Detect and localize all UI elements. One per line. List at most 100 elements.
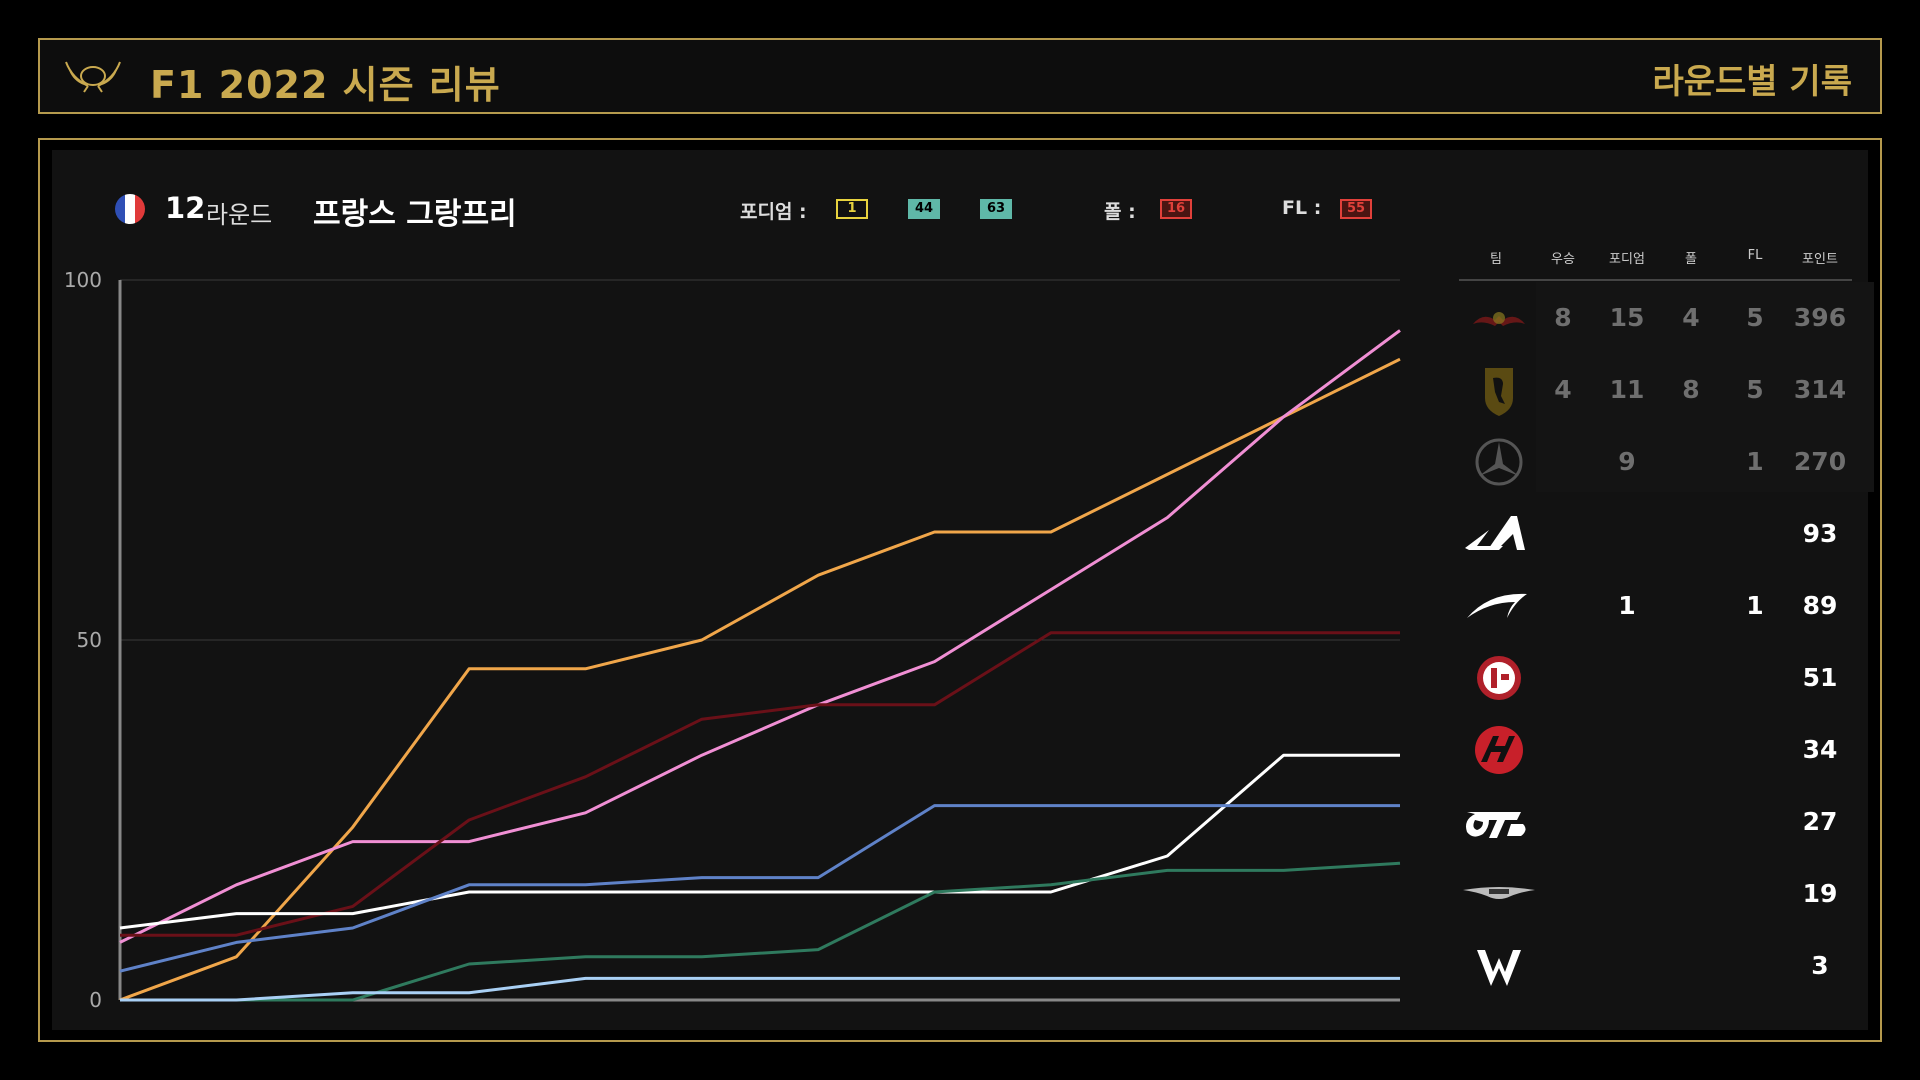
table-header-rule xyxy=(1459,279,1852,281)
cell-fl xyxy=(1725,498,1785,570)
cell-wins xyxy=(1533,930,1593,1002)
cell-podiums xyxy=(1597,498,1657,570)
fl-label: FL : xyxy=(1282,197,1322,219)
alpine-logo-icon xyxy=(1459,506,1537,562)
cell-poles xyxy=(1661,786,1721,858)
header-bar: F1 2022 시즌 리뷰 라운드별 기록 xyxy=(38,38,1882,114)
cell-fl: 1 xyxy=(1746,447,1764,476)
col-header-wins: 우승 xyxy=(1551,252,1575,267)
round-number: 12 xyxy=(165,191,206,225)
series-line-alfa-romeo xyxy=(120,631,1400,937)
cell-points: 51 xyxy=(1802,663,1838,692)
cell-points: 27 xyxy=(1802,807,1838,836)
table-row: 4 11 8 5 314 xyxy=(1459,354,1852,426)
series-line-williams xyxy=(120,976,1400,1002)
series-line-alpine xyxy=(119,357,1401,1002)
series-line-mclaren xyxy=(119,329,1401,944)
williams-logo-icon xyxy=(1459,938,1537,994)
cell-poles xyxy=(1661,714,1721,786)
cell-fl xyxy=(1725,642,1785,714)
red-bull-logo-icon xyxy=(1459,290,1537,346)
cell-points: 34 xyxy=(1802,735,1838,764)
pole-label: 폴 : xyxy=(1104,201,1136,223)
cell-points: 93 xyxy=(1802,519,1838,548)
france-flag-icon xyxy=(115,194,145,224)
pole-badge: 16 xyxy=(1160,199,1192,219)
cell-wins xyxy=(1533,714,1593,786)
cell-podiums xyxy=(1597,858,1657,930)
cell-poles xyxy=(1661,930,1721,1002)
cell-fl xyxy=(1725,858,1785,930)
cell-fl: 5 xyxy=(1746,303,1764,332)
table-row: 1 1 89 xyxy=(1459,570,1852,642)
col-header-team: 팀 xyxy=(1490,252,1502,267)
alphatauri-logo-icon xyxy=(1459,794,1537,850)
series-line-haas xyxy=(119,753,1400,930)
cell-poles xyxy=(1661,858,1721,930)
cell-points: 89 xyxy=(1802,591,1838,620)
cell-podiums: 11 xyxy=(1609,375,1645,404)
y-tick-label: 50 xyxy=(77,628,102,652)
series-line-alphatauri xyxy=(119,804,1400,973)
cell-wins xyxy=(1533,642,1593,714)
cell-podiums xyxy=(1597,642,1657,714)
table-row: 93 xyxy=(1459,498,1852,570)
cell-points: 19 xyxy=(1802,879,1838,908)
cell-podiums: 15 xyxy=(1609,303,1645,332)
cell-poles xyxy=(1661,642,1721,714)
cell-podiums: 1 xyxy=(1618,591,1636,620)
mercedes-logo-icon xyxy=(1459,434,1537,490)
cell-podiums xyxy=(1597,714,1657,786)
ferrari-logo-icon xyxy=(1459,362,1537,418)
y-tick-label: 0 xyxy=(89,988,102,1012)
col-header-points: 포인트 xyxy=(1802,252,1838,267)
round-label: 라운드 xyxy=(206,201,273,229)
cell-poles xyxy=(1661,570,1721,642)
cell-points: 396 xyxy=(1793,303,1847,332)
cell-wins: 8 xyxy=(1554,303,1572,332)
fl-badge: 55 xyxy=(1340,199,1372,219)
cell-wins xyxy=(1533,786,1593,858)
cell-podiums xyxy=(1597,930,1657,1002)
table-row: 34 xyxy=(1459,714,1852,786)
table-row: 51 xyxy=(1459,642,1852,714)
col-header-poles: 폴 xyxy=(1685,252,1697,267)
cell-wins xyxy=(1533,426,1593,498)
cell-poles: 8 xyxy=(1682,375,1700,404)
y-tick-label: 100 xyxy=(64,268,102,292)
cell-fl: 1 xyxy=(1746,591,1764,620)
podium-badge-2: 44 xyxy=(908,199,940,219)
cell-wins xyxy=(1533,858,1593,930)
col-header-fl: FL xyxy=(1747,248,1763,263)
race-name: 프랑스 그랑프리 xyxy=(313,197,517,232)
cell-poles xyxy=(1661,426,1721,498)
haas-logo-icon xyxy=(1459,722,1537,778)
cell-points: 314 xyxy=(1793,375,1847,404)
cell-poles xyxy=(1661,498,1721,570)
page-title: F1 2022 시즌 리뷰 xyxy=(150,63,501,107)
top-teams-shade xyxy=(1536,282,1874,492)
table-row: 27 xyxy=(1459,786,1852,858)
table-row: 8 15 4 5 396 xyxy=(1459,282,1852,354)
cell-podiums xyxy=(1597,786,1657,858)
table-row: 19 xyxy=(1459,858,1852,930)
col-header-podiums: 포디엄 xyxy=(1609,252,1645,267)
cell-fl: 5 xyxy=(1746,375,1764,404)
cell-poles: 4 xyxy=(1682,303,1700,332)
cell-fl xyxy=(1725,930,1785,1002)
podium-badge-3: 63 xyxy=(980,199,1012,219)
podium-badge-1: 1 xyxy=(836,199,868,219)
cell-fl xyxy=(1725,786,1785,858)
podium-label: 포디엄 : xyxy=(740,201,807,223)
cell-wins xyxy=(1533,498,1593,570)
trophy-laurel-icon xyxy=(65,61,121,93)
cell-wins: 4 xyxy=(1554,375,1572,404)
mclaren-logo-icon xyxy=(1459,578,1537,634)
series-line-aston-martin xyxy=(120,861,1401,1002)
cell-points: 3 xyxy=(1811,951,1829,980)
cell-points: 270 xyxy=(1793,447,1847,476)
cell-podiums: 9 xyxy=(1618,447,1636,476)
page-subtitle: 라운드별 기록 xyxy=(1652,62,1852,102)
table-row: 3 xyxy=(1459,930,1852,1002)
